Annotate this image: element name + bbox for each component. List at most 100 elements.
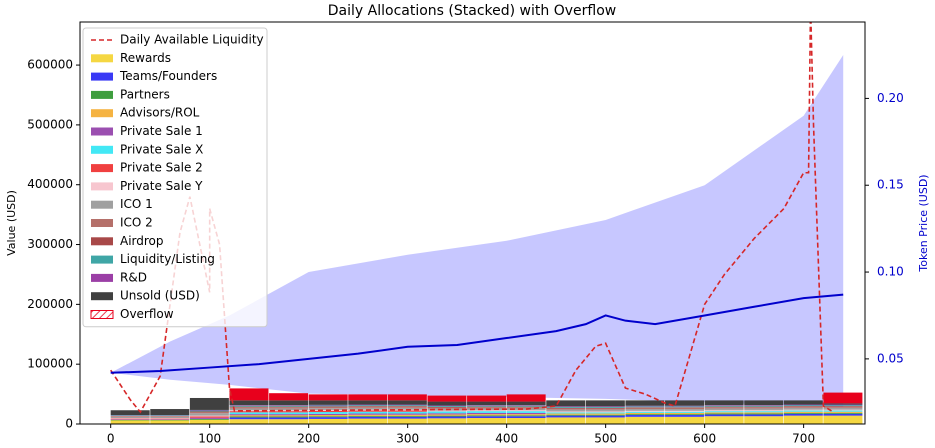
bar-segment (308, 404, 348, 406)
bar-segment (625, 405, 665, 407)
price-band (110, 54, 844, 408)
bar-segment (229, 406, 269, 408)
bar-segment (506, 401, 546, 406)
bar-segment (823, 413, 863, 416)
bar-segment (783, 400, 823, 405)
legend-label: ICO 2 (120, 216, 153, 230)
bar-segment (189, 413, 229, 416)
bar-segment (308, 408, 348, 410)
bar-segment (704, 416, 744, 424)
bar-segment (229, 400, 269, 406)
bar-segment (467, 411, 507, 413)
bar-segment (269, 411, 309, 413)
bar-segment (269, 412, 309, 415)
bar-segment (269, 415, 309, 417)
legend-label: Overflow (120, 307, 174, 321)
bar-segment (467, 405, 507, 406)
bar-segment (665, 412, 705, 415)
bar-segment (110, 418, 150, 419)
bar-segment (150, 418, 190, 419)
bar-segment (744, 416, 784, 424)
y-tick-label: 400000 (27, 177, 73, 191)
bar-segment (744, 411, 784, 413)
bar-segment (585, 417, 625, 424)
bar-segment (387, 416, 427, 419)
legend-label: Unsold (USD) (120, 289, 200, 303)
bar-segment (189, 409, 229, 411)
bar-segment (744, 400, 784, 406)
bar-segment (110, 410, 150, 416)
bar-segment (150, 419, 190, 421)
bar-segment (269, 419, 309, 424)
bar-segment (189, 410, 229, 412)
bar-segment (427, 401, 467, 406)
y-tick-label: 200000 (27, 297, 73, 311)
legend-label: Private Sale Y (120, 179, 203, 193)
bar-segment (348, 406, 388, 408)
bar-segment (744, 414, 784, 417)
bar-segment (348, 416, 388, 419)
bar-segment (585, 412, 625, 414)
legend-label: Rewards (120, 51, 171, 65)
x-tick-label: 300 (396, 432, 419, 446)
bar-segment (823, 405, 863, 407)
x-tick-label: 400 (495, 432, 518, 446)
bar-segment (625, 407, 665, 408)
legend-label: Private Sale X (120, 142, 203, 156)
bar-segment (269, 417, 309, 420)
bar-segment (823, 406, 863, 408)
x-tick-label: 600 (693, 432, 716, 446)
bar-segment (665, 411, 705, 413)
bar-segment (704, 405, 744, 406)
bar-segment (665, 405, 705, 407)
bar-segment (229, 407, 269, 409)
bar-segment (427, 415, 467, 417)
y-tick-label: 0 (65, 417, 73, 431)
bar-segment (348, 414, 388, 416)
bar-segment (506, 406, 546, 408)
bar-segment (506, 414, 546, 416)
bar-segment (110, 416, 150, 417)
legend-swatch (91, 72, 113, 81)
legend-swatch (91, 273, 113, 282)
bar-segment (189, 419, 229, 424)
bar-segment (150, 420, 190, 424)
bar-segment (585, 406, 625, 408)
bar-segment (269, 414, 309, 416)
bar-segment (150, 416, 190, 419)
legend-label: ICO 1 (120, 197, 153, 211)
legend-swatch (91, 219, 113, 227)
bar-segment (585, 409, 625, 412)
bar-segment (427, 410, 467, 412)
bar-segment (585, 408, 625, 410)
bar-segment (744, 405, 784, 407)
y-axis-label: Value (USD) (5, 190, 18, 256)
bar-segment (150, 415, 190, 416)
y-tick-label: 500000 (27, 117, 73, 131)
bar-segment (823, 406, 863, 407)
bar-segment (625, 410, 665, 412)
bar-segment (387, 410, 427, 412)
bar-segment (546, 408, 586, 410)
bar-segment (823, 411, 863, 413)
bar-segment (506, 394, 546, 402)
bar-segment (506, 412, 546, 415)
bar-segment (467, 406, 507, 408)
bar-segment (823, 415, 863, 424)
bar-segment (387, 404, 427, 406)
bar-segment (229, 405, 269, 407)
bar-segment (348, 405, 388, 407)
legend-label: R&D (120, 270, 147, 284)
bar-segment (665, 414, 705, 416)
y2-tick-label: 0.10 (877, 265, 904, 279)
bar-segment (308, 417, 348, 419)
bar-segment (704, 400, 744, 406)
bar-segment (427, 418, 467, 424)
bar-segment (467, 407, 507, 409)
bar-segment (150, 416, 190, 417)
bar-segment (665, 415, 705, 417)
bar-segment (665, 400, 705, 406)
bar-segment (704, 411, 744, 413)
legend-swatch (91, 145, 113, 154)
